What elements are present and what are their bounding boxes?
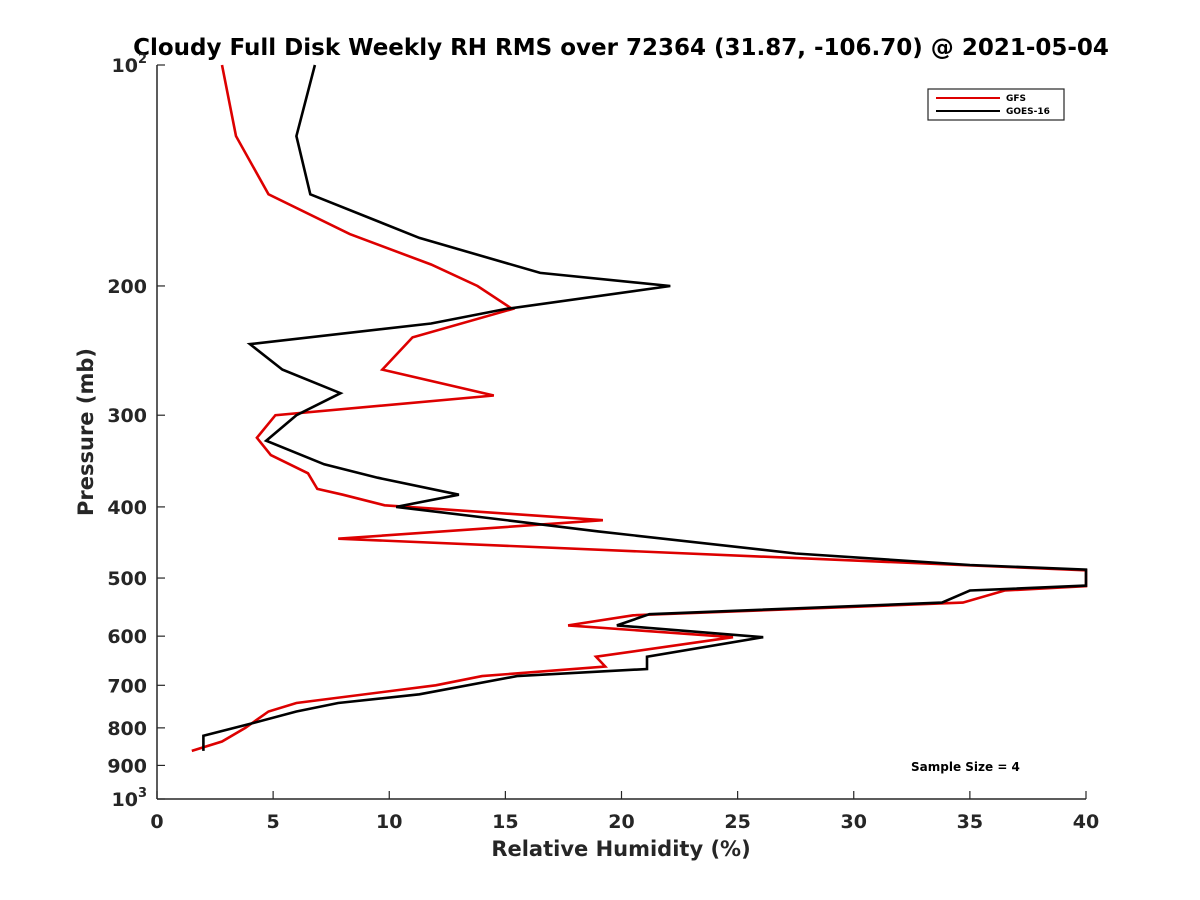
legend-label-goes-16: GOES-16 <box>1006 107 1050 117</box>
series-group <box>191 64 1088 753</box>
y-tick-label-exponent: 3 <box>138 786 147 801</box>
y-tick-label: 900 <box>107 755 147 777</box>
x-tick-label: 25 <box>724 811 750 833</box>
x-tick-label: 30 <box>841 811 867 833</box>
legend: GFS GOES-16 <box>927 88 1065 121</box>
y-tick-label-base: 10 <box>112 55 138 77</box>
series-line-gfs <box>191 64 1088 753</box>
x-tick-label: 5 <box>267 811 280 833</box>
y-tick-label: 103 <box>112 786 148 811</box>
x-tick-label: 15 <box>492 811 518 833</box>
y-tick-label: 300 <box>107 405 147 427</box>
y-axis-label: Pressure (mb) <box>74 348 98 516</box>
x-tick-label: 20 <box>608 811 634 833</box>
x-tick-label: 10 <box>376 811 402 833</box>
sample-size-annotation: Sample Size = 4 <box>911 760 1020 774</box>
legend-box <box>927 88 1065 121</box>
y-tick-label-base: 10 <box>112 789 138 811</box>
y-tick-label: 500 <box>107 568 147 590</box>
x-ticks: 0 5 10 15 20 25 30 35 40 <box>150 791 1099 833</box>
y-tick-label-exponent: 2 <box>138 52 147 67</box>
y-tick-label: 600 <box>107 626 147 648</box>
series-line-goes-16 <box>202 64 1088 751</box>
chart-title: Cloudy Full Disk Weekly RH RMS over 7236… <box>133 35 1109 61</box>
y-tick-label: 400 <box>107 497 147 519</box>
plot-area <box>156 65 1086 800</box>
y-tick-label: 200 <box>107 276 147 298</box>
y-tick-label: 700 <box>107 675 147 697</box>
y-tick-label: 800 <box>107 718 147 740</box>
x-tick-label: 40 <box>1073 811 1099 833</box>
x-axis-label: Relative Humidity (%) <box>491 837 750 861</box>
y-tick-label: 102 <box>112 52 148 77</box>
x-tick-label: 35 <box>957 811 983 833</box>
legend-label-gfs: GFS <box>1006 94 1026 104</box>
x-tick-label: 0 <box>150 811 163 833</box>
